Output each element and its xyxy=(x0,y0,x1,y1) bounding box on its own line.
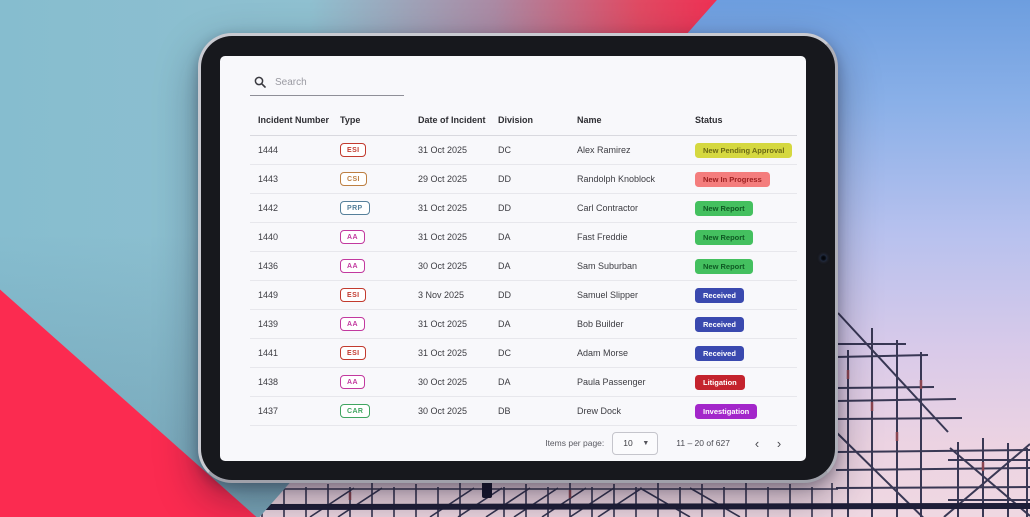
status-badge: New Report xyxy=(695,200,753,216)
type-chip: ESI xyxy=(340,143,367,157)
page-range-label: 11 – 20 of 627 xyxy=(676,438,730,448)
front-camera-icon xyxy=(820,254,827,262)
cell-name: Randolph Knoblock xyxy=(577,174,656,184)
status-badge: New Report xyxy=(695,229,753,245)
cell-division: DD xyxy=(498,290,511,300)
cell-division: DD xyxy=(498,174,511,184)
type-chip: CSI xyxy=(340,172,367,186)
type-chip: ESI xyxy=(340,288,367,302)
items-per-page-label: Items per page: xyxy=(545,438,605,448)
cell-incident-number: 1439 xyxy=(258,319,279,329)
table-row[interactable]: 1436 AA 30 Oct 2025 DA Sam Suburban New … xyxy=(250,252,797,281)
table-row[interactable]: 1443 CSI 29 Oct 2025 DD Randolph Knobloc… xyxy=(250,165,797,194)
cell-date: 30 Oct 2025 xyxy=(418,261,468,271)
cell-name: Sam Suburban xyxy=(577,261,638,271)
status-badge: Received xyxy=(695,287,744,303)
incidents-table: Incident Number Type Date of Incident Di… xyxy=(250,105,797,426)
col-status: Status xyxy=(695,115,723,125)
cell-name: Carl Contractor xyxy=(577,203,639,213)
page-size-value: 10 xyxy=(623,438,633,448)
cell-date: 31 Oct 2025 xyxy=(418,232,468,242)
cell-division: DC xyxy=(498,348,511,358)
status-badge: New Report xyxy=(695,258,753,274)
table-row[interactable]: 1440 AA 31 Oct 2025 DA Fast Freddie New … xyxy=(250,223,797,252)
cell-division: DA xyxy=(498,319,511,329)
type-chip: PRP xyxy=(340,201,370,215)
col-name: Name xyxy=(577,115,602,125)
cell-division: DC xyxy=(498,145,511,155)
type-chip: ESI xyxy=(340,346,367,360)
col-type: Type xyxy=(340,115,361,125)
status-badge: Received xyxy=(695,316,744,332)
cell-incident-number: 1441 xyxy=(258,348,279,358)
cell-name: Adam Morse xyxy=(577,348,629,358)
paginator: Items per page: 10 ▼ 11 – 20 of 627 ‹ › xyxy=(545,429,790,457)
cell-incident-number: 1444 xyxy=(258,145,279,155)
app-screen: Incident Number Type Date of Incident Di… xyxy=(220,56,806,461)
cell-name: Paula Passenger xyxy=(577,377,646,387)
cell-incident-number: 1440 xyxy=(258,232,279,242)
status-badge: Received xyxy=(695,345,744,361)
cell-division: DB xyxy=(498,406,511,416)
search-icon xyxy=(254,76,266,88)
previous-page-button[interactable]: ‹ xyxy=(754,435,760,451)
search-input[interactable] xyxy=(275,76,385,88)
cell-division: DA xyxy=(498,232,511,242)
cell-incident-number: 1437 xyxy=(258,406,279,416)
cell-division: DD xyxy=(498,203,511,213)
table-row[interactable]: 1444 ESI 31 Oct 2025 DC Alex Ramirez New… xyxy=(250,136,797,165)
cell-incident-number: 1443 xyxy=(258,174,279,184)
table-header-row: Incident Number Type Date of Incident Di… xyxy=(250,105,797,136)
cell-date: 30 Oct 2025 xyxy=(418,406,468,416)
col-division: Division xyxy=(498,115,534,125)
table-row[interactable]: 1449 ESI 3 Nov 2025 DD Samuel Slipper Re… xyxy=(250,281,797,310)
status-badge: Litigation xyxy=(695,374,745,390)
col-incident-number: Incident Number xyxy=(258,115,330,125)
table-row[interactable]: 1441 ESI 31 Oct 2025 DC Adam Morse Recei… xyxy=(250,339,797,368)
cell-incident-number: 1438 xyxy=(258,377,279,387)
cell-name: Samuel Slipper xyxy=(577,290,639,300)
cell-date: 31 Oct 2025 xyxy=(418,203,468,213)
cell-date: 3 Nov 2025 xyxy=(418,290,465,300)
cell-incident-number: 1449 xyxy=(258,290,279,300)
next-page-button[interactable]: › xyxy=(776,435,782,451)
col-date: Date of Incident xyxy=(418,115,486,125)
cell-division: DA xyxy=(498,261,511,271)
type-chip: CAR xyxy=(340,404,371,418)
cell-incident-number: 1436 xyxy=(258,261,279,271)
status-badge: New Pending Approval xyxy=(695,142,793,158)
cell-incident-number: 1442 xyxy=(258,203,279,213)
cell-date: 30 Oct 2025 xyxy=(418,377,468,387)
cell-date: 31 Oct 2025 xyxy=(418,348,468,358)
cell-date: 31 Oct 2025 xyxy=(418,145,468,155)
type-chip: AA xyxy=(340,230,365,244)
type-chip: AA xyxy=(340,317,365,331)
table-row[interactable]: 1438 AA 30 Oct 2025 DA Paula Passenger L… xyxy=(250,368,797,397)
cell-name: Drew Dock xyxy=(577,406,622,416)
page-size-select[interactable]: 10 ▼ xyxy=(612,431,659,455)
type-chip: AA xyxy=(340,259,365,273)
type-chip: AA xyxy=(340,375,365,389)
cell-date: 29 Oct 2025 xyxy=(418,174,468,184)
search-field[interactable] xyxy=(250,72,404,96)
status-badge: Investigation xyxy=(695,403,758,419)
status-badge: New In Progress xyxy=(695,171,770,187)
tablet-device-frame: Incident Number Type Date of Incident Di… xyxy=(198,33,838,483)
table-row[interactable]: 1437 CAR 30 Oct 2025 DB Drew Dock Invest… xyxy=(250,397,797,426)
table-row[interactable]: 1439 AA 31 Oct 2025 DA Bob Builder Recei… xyxy=(250,310,797,339)
cell-division: DA xyxy=(498,377,511,387)
table-row[interactable]: 1442 PRP 31 Oct 2025 DD Carl Contractor … xyxy=(250,194,797,223)
cell-name: Alex Ramirez xyxy=(577,145,631,155)
cell-date: 31 Oct 2025 xyxy=(418,319,468,329)
cell-name: Bob Builder xyxy=(577,319,624,329)
chevron-down-icon: ▼ xyxy=(642,439,650,447)
cell-name: Fast Freddie xyxy=(577,232,628,242)
